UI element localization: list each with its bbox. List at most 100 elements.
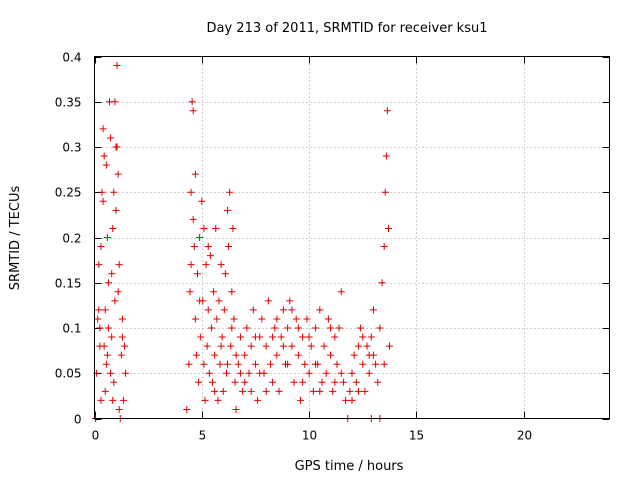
- data-point: [221, 270, 229, 278]
- data-point: [209, 378, 217, 386]
- data-point: [335, 324, 343, 332]
- data-point: [286, 297, 294, 305]
- data-point: [225, 243, 233, 251]
- data-point: [292, 315, 300, 323]
- data-point: [337, 288, 345, 296]
- data-point: [197, 333, 205, 341]
- data-point: [273, 315, 281, 323]
- data-point: [100, 152, 108, 160]
- data-point: [226, 188, 234, 196]
- data-point: [104, 279, 112, 287]
- data-point: [284, 360, 292, 368]
- data-point: [369, 306, 377, 314]
- data-point: [107, 134, 115, 142]
- data-point: [102, 360, 110, 368]
- data-point: [312, 360, 320, 368]
- data-point: [200, 224, 208, 232]
- data-point: [324, 315, 332, 323]
- data-point: [211, 387, 219, 395]
- data-point: [104, 324, 112, 332]
- data-point: [234, 360, 242, 368]
- data-point: [361, 387, 369, 395]
- data-point: [210, 288, 218, 296]
- data-point: [384, 224, 392, 232]
- data-point: [101, 306, 109, 314]
- data-point: [266, 360, 274, 368]
- data-point: [100, 342, 108, 350]
- x-tick-label: 0: [92, 429, 100, 443]
- data-point: [329, 387, 337, 395]
- data-point: [241, 378, 249, 386]
- data-point: [112, 206, 120, 214]
- data-point: [224, 360, 232, 368]
- data-point: [205, 369, 213, 377]
- data-point: [273, 351, 281, 359]
- data-point: [333, 360, 341, 368]
- data-point: [251, 333, 259, 341]
- data-point: [307, 342, 315, 350]
- data-point: [196, 234, 204, 241]
- data-point: [320, 342, 328, 350]
- data-point: [254, 396, 262, 404]
- data-point: [309, 387, 317, 395]
- data-point: [204, 306, 212, 314]
- grid: [94, 56, 610, 419]
- data-point: [95, 306, 103, 314]
- data-point: [269, 333, 277, 341]
- data-point: [262, 342, 270, 350]
- data-point: [185, 360, 193, 368]
- data-point: [211, 351, 219, 359]
- data-point: [381, 188, 389, 196]
- data-point: [224, 206, 232, 214]
- data-point: [243, 324, 251, 332]
- data-point: [98, 188, 106, 196]
- data-point: [318, 378, 326, 386]
- data-point: [114, 288, 122, 296]
- data-point: [183, 405, 191, 413]
- data-point: [222, 369, 230, 377]
- data-point: [277, 333, 285, 341]
- plot-frame: [94, 56, 610, 419]
- data-point: [262, 387, 270, 395]
- data-point: [331, 378, 339, 386]
- data-point: [218, 333, 226, 341]
- data-point: [232, 405, 240, 413]
- data-point: [357, 324, 365, 332]
- data-point: [196, 297, 204, 305]
- data-point: [99, 197, 107, 205]
- data-point: [192, 351, 200, 359]
- data-point: [206, 252, 214, 260]
- data-point: [200, 360, 208, 368]
- data-point: [99, 125, 107, 133]
- data-point: [279, 342, 287, 350]
- data-point: [245, 369, 253, 377]
- data-point: [101, 387, 109, 395]
- data-point: [251, 360, 259, 368]
- y-tick-label: 0.3: [62, 141, 81, 155]
- y-tick-label: 0.4: [62, 51, 81, 65]
- data-point: [187, 261, 195, 269]
- data-point: [264, 297, 272, 305]
- data-point: [109, 224, 117, 232]
- data-point: [305, 369, 313, 377]
- data-point: [303, 315, 311, 323]
- y-tick-label: 0.2: [62, 232, 81, 246]
- data-point: [239, 387, 247, 395]
- data-point: [290, 378, 298, 386]
- y-axis-title: SRMTID / TECUs: [8, 186, 23, 291]
- data-point: [380, 243, 388, 251]
- data-point: [115, 405, 123, 413]
- data-point: [299, 333, 307, 341]
- y-tick-label: 0.35: [55, 96, 82, 110]
- y-tick-label: 0.05: [55, 367, 82, 381]
- data-point: [359, 333, 367, 341]
- data-point: [189, 215, 197, 223]
- data-point: [327, 351, 335, 359]
- data-point: [204, 243, 212, 251]
- data-point: [121, 342, 129, 350]
- data-point: [191, 170, 199, 178]
- data-point: [354, 342, 362, 350]
- data-point: [297, 396, 304, 404]
- data-point: [354, 387, 362, 395]
- data-point: [312, 324, 320, 332]
